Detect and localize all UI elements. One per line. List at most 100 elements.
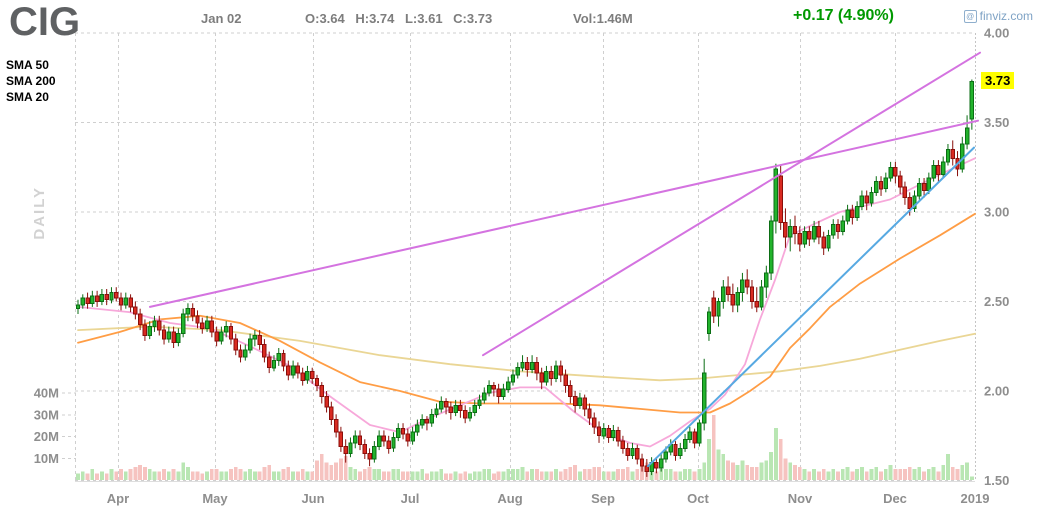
- volume-bar: [152, 471, 157, 480]
- volume-bar: [501, 471, 506, 480]
- volume-bar: [745, 464, 750, 480]
- volume-bar: [100, 471, 104, 480]
- candle-body: [214, 331, 219, 342]
- price-axis-label: 2.00: [984, 384, 1009, 399]
- candle-body: [902, 186, 908, 199]
- candle-body: [678, 447, 683, 456]
- candle-body: [725, 286, 731, 295]
- candle-body: [692, 431, 697, 444]
- candle-body: [252, 335, 258, 340]
- volume-bar: [405, 471, 410, 480]
- volume-bar: [262, 467, 267, 480]
- volume-bar: [458, 473, 463, 480]
- volume-bar: [783, 458, 788, 480]
- volume-bar: [592, 467, 597, 480]
- candle-body: [233, 338, 238, 351]
- candle-body: [831, 224, 836, 236]
- volume-bar: [716, 449, 721, 480]
- volume-bar: [90, 469, 95, 480]
- candle-body: [673, 444, 678, 456]
- volume-bar: [931, 467, 936, 480]
- finviz-link[interactable]: @ finviz.com: [963, 9, 1033, 23]
- volume-bar: [123, 471, 128, 480]
- volume-bar: [759, 462, 764, 480]
- candle-body: [176, 333, 181, 344]
- volume-bar: [377, 469, 381, 480]
- volume-bar: [143, 467, 147, 480]
- candle-body: [104, 293, 109, 301]
- volume-bar: [511, 469, 515, 480]
- volume-bar: [224, 471, 229, 480]
- volume-bar: [76, 473, 80, 480]
- finviz-link-label: finviz.com: [979, 9, 1033, 23]
- candle-body: [372, 446, 377, 460]
- candle-body: [520, 361, 525, 369]
- volume-bar: [386, 471, 391, 480]
- sma-line-sma-200: [77, 325, 976, 382]
- candle-body: [582, 397, 587, 410]
- candle-body: [262, 344, 267, 358]
- legend-sma-200: SMA 200: [6, 74, 56, 88]
- candle-body: [109, 292, 114, 301]
- volume-bar: [166, 471, 171, 480]
- candle-body: [506, 381, 511, 390]
- candle-body: [482, 392, 487, 401]
- candle-body: [290, 365, 296, 376]
- candle-body: [157, 320, 162, 331]
- candle-body: [376, 435, 382, 447]
- candle-body: [864, 195, 869, 204]
- volume-bar: [840, 469, 845, 480]
- candle-body: [783, 222, 788, 238]
- candle-body: [926, 177, 931, 191]
- x-axis-month-label: May: [202, 491, 228, 506]
- volume-bar: [640, 464, 644, 480]
- x-axis-month-label: Dec: [883, 491, 907, 506]
- volume-bar: [334, 462, 338, 480]
- volume-bar: [544, 471, 549, 480]
- volume-bar: [587, 469, 592, 480]
- volume-bar: [630, 471, 635, 480]
- volume-axis-label: 30M: [34, 407, 59, 422]
- candle-body: [644, 465, 649, 473]
- candle-body: [936, 165, 941, 175]
- candle-body: [219, 331, 224, 342]
- volume-bar: [415, 471, 420, 480]
- candle-body: [563, 374, 568, 387]
- volume-bar: [482, 469, 487, 480]
- candle-body: [549, 370, 554, 379]
- candle-body: [950, 148, 955, 159]
- candle-body: [630, 447, 635, 456]
- volume-bar: [109, 469, 114, 480]
- candle-body: [99, 293, 105, 302]
- price-axis-label: 3.00: [984, 205, 1009, 220]
- volume-bar: [879, 471, 883, 480]
- candle-body: [147, 326, 152, 337]
- volume-bar: [530, 469, 534, 480]
- candle-body: [740, 279, 745, 293]
- quote-date: Jan 02: [201, 11, 242, 26]
- volume-bar: [802, 469, 807, 480]
- ohlc-values: O:3.64 H:3.74 L:3.61 C:3.73: [305, 11, 493, 26]
- volume-bar: [836, 471, 840, 480]
- volume-bar: [95, 473, 99, 480]
- volume-bar: [315, 460, 319, 480]
- candle-body: [333, 419, 339, 433]
- volume-bar: [253, 471, 257, 480]
- volume-bar: [764, 460, 769, 480]
- volume-axis-label: 10M: [34, 451, 59, 466]
- volume-bar: [439, 469, 444, 480]
- candle-body: [716, 301, 721, 317]
- volume-bar: [702, 462, 707, 480]
- candle-body: [171, 331, 176, 344]
- candle-body: [396, 428, 401, 439]
- candle-body: [185, 308, 191, 315]
- volume-bar: [678, 471, 683, 480]
- candle-body: [510, 374, 516, 383]
- volume-bar: [793, 464, 797, 480]
- volume-bar: [721, 454, 726, 480]
- candle-body: [415, 424, 420, 433]
- volume-bar: [874, 467, 879, 480]
- candle-body: [821, 236, 826, 249]
- volume-bar: [171, 469, 176, 480]
- volume-bar: [229, 469, 233, 480]
